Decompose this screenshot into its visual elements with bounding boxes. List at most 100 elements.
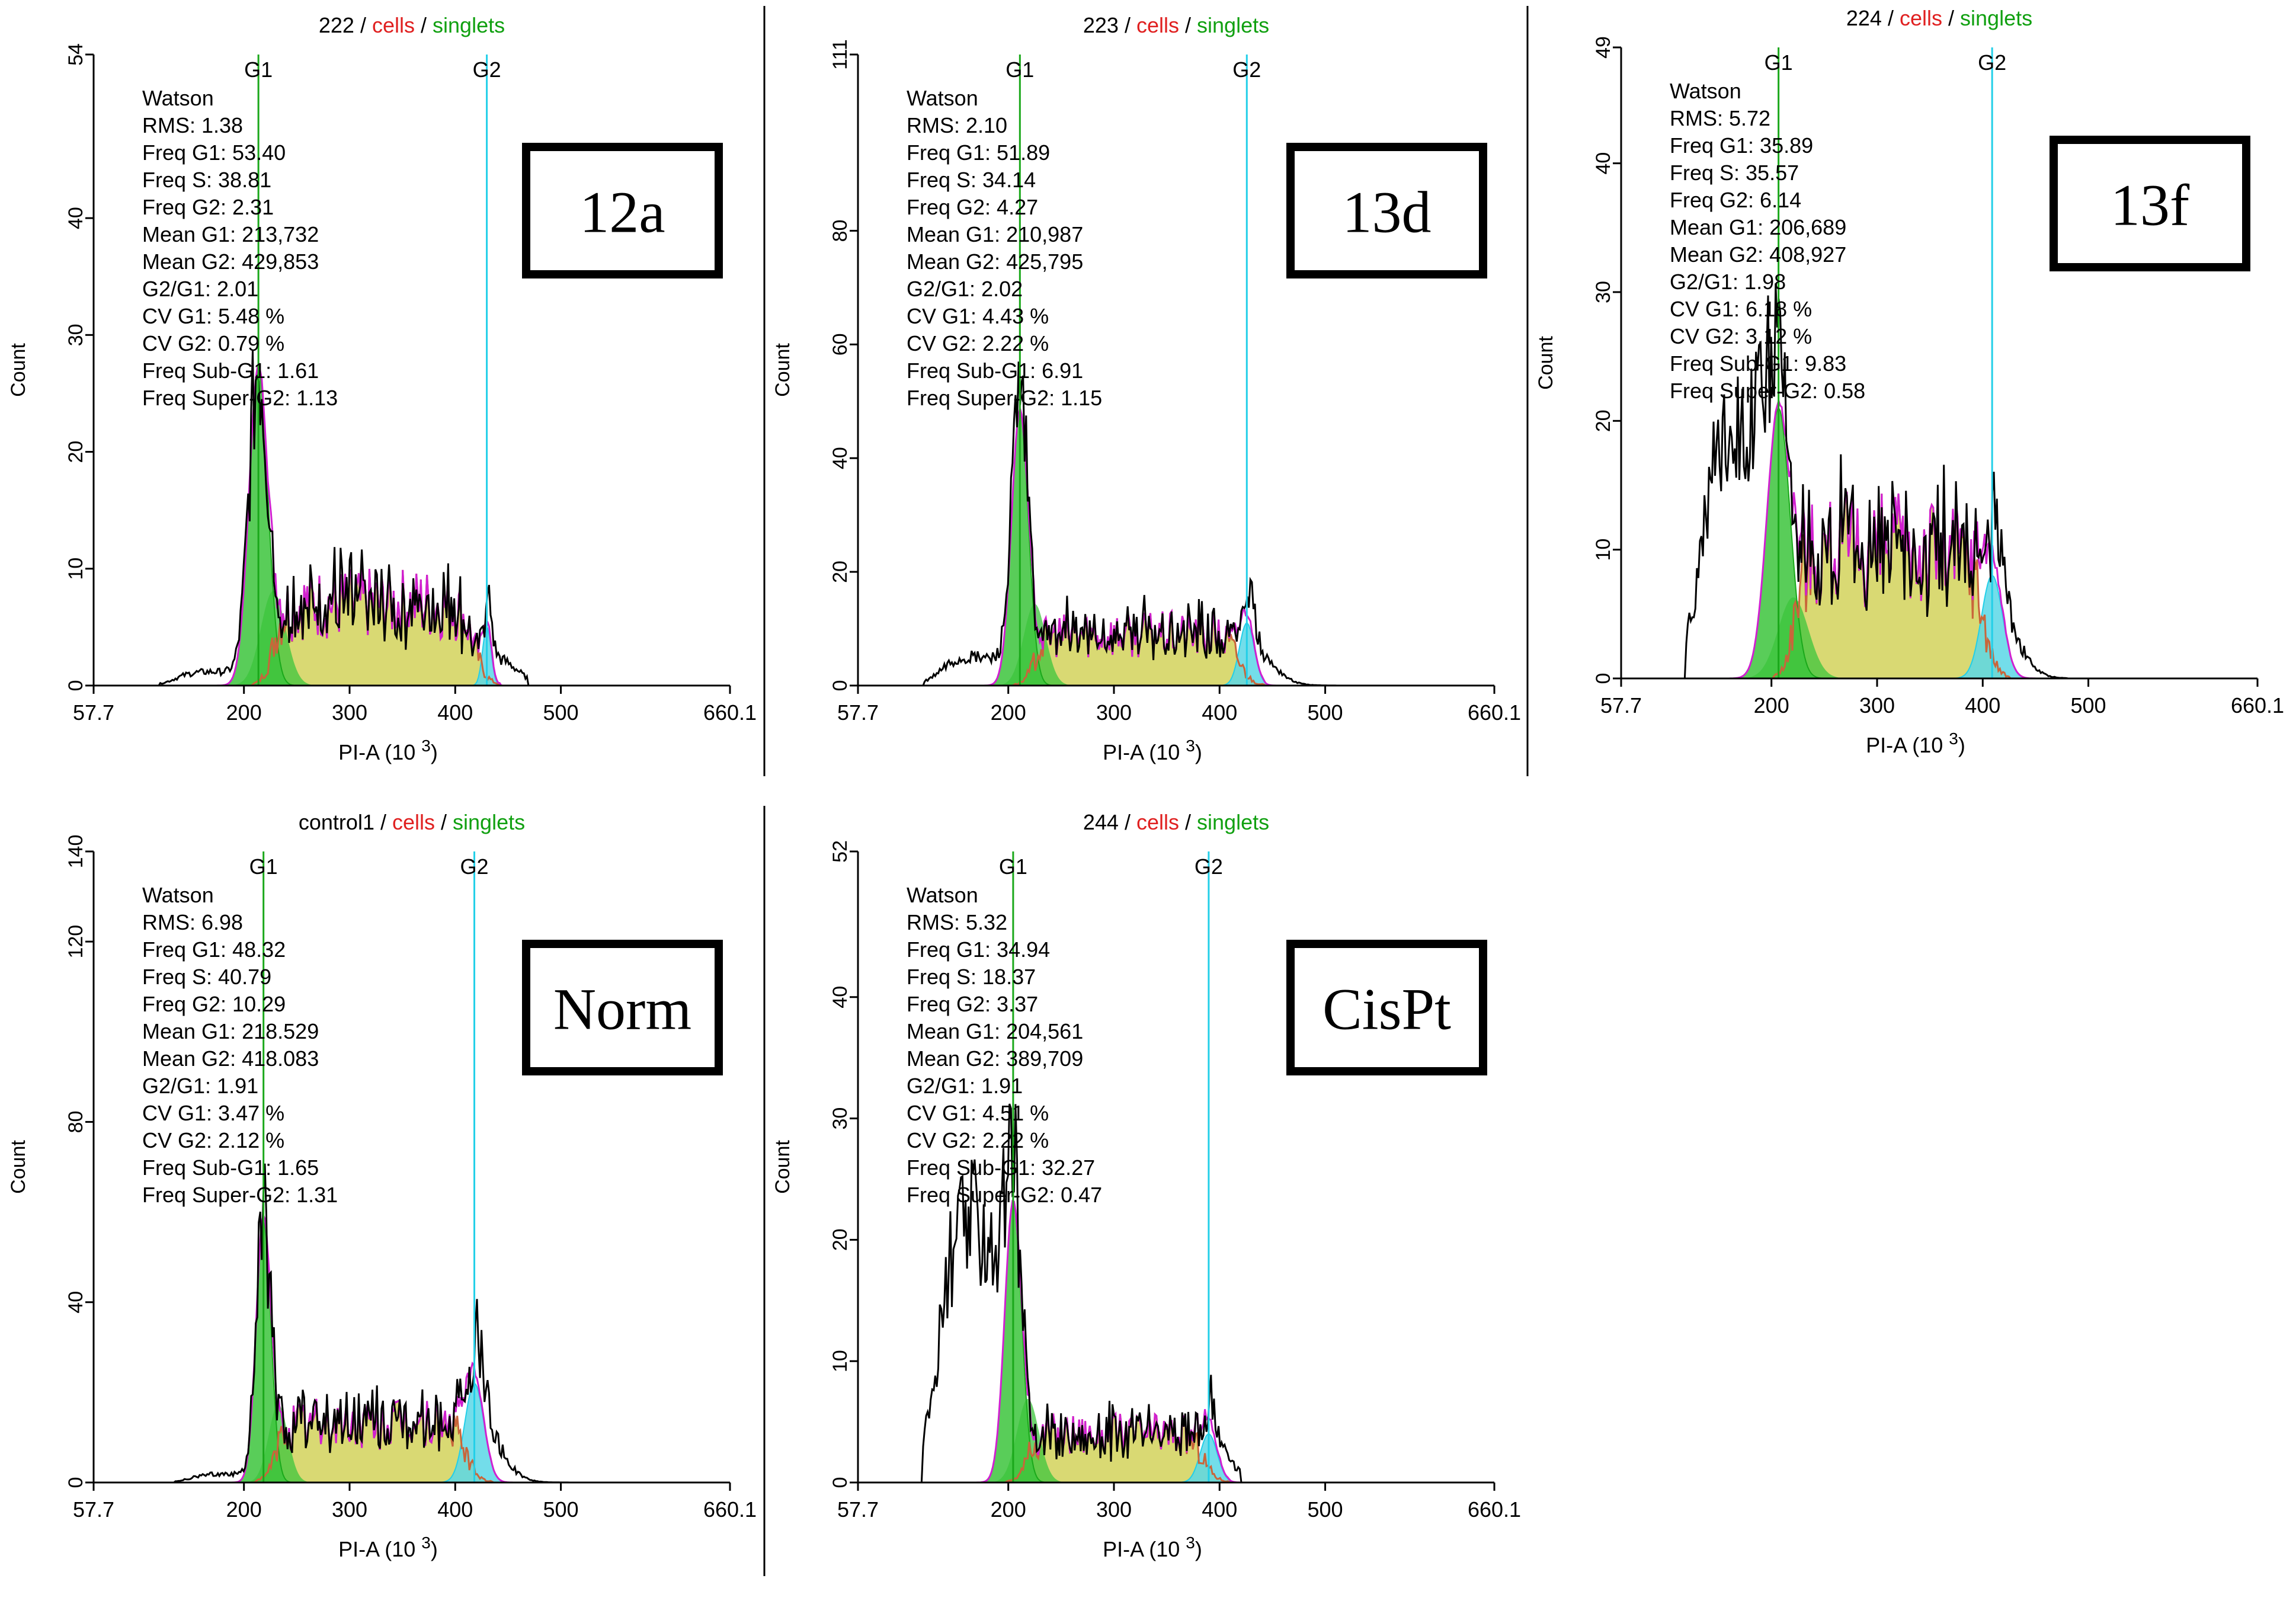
stat-line: Freq G2: 6.14 [1670, 188, 1801, 212]
y-tick-label: 30 [829, 1107, 851, 1130]
x-axis-label-unit: (10 [1149, 1537, 1186, 1561]
x-tick-label: 660.1 [2231, 693, 2284, 718]
title-part-0: 223 [1083, 13, 1119, 37]
x-tick-label: 57.7 [837, 700, 879, 725]
g1-label: G1 [1765, 50, 1793, 75]
x-tick-label: 200 [1754, 693, 1789, 718]
stat-line: Freq Super-G2: 1.13 [142, 386, 338, 410]
title-part-0: 224 [1846, 6, 1882, 30]
stat-line: CV G1: 5.48 % [142, 304, 284, 328]
stat-line: RMS: 6.98 [142, 910, 243, 934]
stat-line: Freq Super-G2: 1.31 [142, 1183, 338, 1207]
x-tick-label: 500 [543, 700, 579, 725]
x-axis-label-exponent: 3 [421, 1533, 431, 1552]
y-axis-label: Count [771, 343, 794, 397]
title-part-1: cells [1136, 810, 1179, 834]
panel-222: 222 / cells / singlets G1 G2 0 10 20 30 40 54 57.… [7, 13, 757, 764]
y-tick-label: 30 [65, 324, 87, 346]
y-tick-label: 40 [65, 207, 87, 229]
y-tick-label: 60 [829, 333, 851, 356]
title-separator: / [1119, 810, 1136, 834]
stat-line: Freq G1: 48.32 [142, 937, 286, 962]
title-part-2: singlets [453, 810, 525, 834]
y-tick-label: 80 [65, 1111, 87, 1133]
title-separator: / [1119, 13, 1136, 37]
x-axis-label-close: ) [1195, 740, 1202, 764]
y-tick-label: 10 [65, 558, 87, 580]
stat-line: G2/G1: 2.01 [142, 277, 258, 301]
stat-line: Mean G1: 218.529 [142, 1019, 319, 1043]
stat-line: Mean G1: 204,561 [907, 1019, 1083, 1043]
model-name: Watson [1670, 79, 1741, 103]
g2-label: G2 [460, 854, 489, 879]
title-part-2: singlets [433, 13, 505, 37]
stat-line: Freq G1: 34.94 [907, 937, 1050, 962]
y-tick-label: 20 [829, 1228, 851, 1251]
stat-line: Mean G1: 206,689 [1670, 215, 1846, 239]
sample-badge-label: 13f [2111, 172, 2190, 238]
x-axis-label: PI-A (10 3) [338, 1533, 438, 1561]
y-tick-label: 40 [829, 986, 851, 1008]
x-tick-label: 500 [2071, 693, 2106, 718]
sample-badge-box [1286, 143, 1487, 278]
stat-line: Freq G1: 51.89 [907, 140, 1050, 165]
panel-title: 222 / cells / singlets [319, 13, 505, 37]
title-separator: / [354, 13, 372, 37]
title-separator: / [1942, 6, 1960, 30]
stat-line: G2/G1: 1.91 [907, 1074, 1023, 1098]
y-tick-label: 20 [1592, 409, 1615, 432]
panel-title: 224 / cells / singlets [1846, 6, 2032, 30]
model-name: Watson [907, 86, 978, 110]
stat-line: Freq G2: 10.29 [142, 992, 286, 1016]
x-axis-label: PI-A (10 3) [1103, 1533, 1202, 1561]
y-axis-label: Count [771, 1140, 794, 1194]
stat-line: Freq Sub-G1: 1.61 [142, 358, 319, 383]
panel-title: 223 / cells / singlets [1083, 13, 1269, 37]
y-axis-label: Count [7, 1140, 30, 1194]
y-tick-label: 20 [829, 561, 851, 583]
x-tick-label: 300 [1096, 1497, 1132, 1522]
stat-line: Freq G1: 35.89 [1670, 133, 1813, 158]
y-tick-label: 120 [65, 925, 87, 959]
x-axis-label: PI-A (10 3) [338, 737, 438, 764]
stat-line: RMS: 5.32 [907, 910, 1007, 934]
stat-line: CV G2: 0.79 % [142, 331, 284, 356]
x-tick-label: 400 [437, 1497, 473, 1522]
x-axis-label-exponent: 3 [1186, 1533, 1195, 1552]
x-tick-label: 400 [1965, 693, 2000, 718]
stat-line: Freq Sub-G1: 6.91 [907, 358, 1083, 383]
x-tick-label: 300 [332, 700, 367, 725]
panel-title: 244 / cells / singlets [1083, 810, 1269, 834]
x-tick-label: 400 [1202, 700, 1237, 725]
g1-label: G1 [249, 854, 278, 879]
panel-title: control1 / cells / singlets [299, 810, 525, 834]
stat-line: CV G1: 6.18 % [1670, 297, 1812, 321]
x-axis-label: PI-A (10 3) [1103, 737, 1202, 764]
sample-badge-box [522, 143, 723, 278]
stat-line: RMS: 2.10 [907, 113, 1007, 137]
x-axis-label-exponent: 3 [1186, 737, 1195, 755]
title-separator: / [1179, 13, 1197, 37]
x-tick-label: 400 [1202, 1497, 1237, 1522]
y-tick-label: 40 [65, 1291, 87, 1314]
x-tick-label: 300 [1859, 693, 1895, 718]
stat-line: Mean G2: 408,927 [1670, 242, 1846, 267]
y-tick-label: 0 [829, 680, 851, 691]
stat-line: Freq Sub-G1: 32.27 [907, 1155, 1095, 1180]
panel-224: 224 / cells / singlets G1 G2 0 10 20 30 40 49 57.… [1535, 6, 2284, 757]
y-tick-label: 0 [65, 1477, 87, 1488]
stat-line: Mean G1: 213,732 [142, 222, 319, 246]
stat-line: Freq Super-G2: 0.47 [907, 1183, 1102, 1207]
y-tick-label: 52 [829, 840, 851, 863]
stat-line: G2/G1: 1.98 [1670, 270, 1786, 294]
x-tick-label: 500 [543, 1497, 579, 1522]
y-tick-label: 111 [829, 39, 851, 70]
g1-label: G1 [244, 57, 273, 82]
x-tick-label: 57.7 [73, 700, 114, 725]
g2-label: G2 [1978, 50, 2006, 75]
model-name: Watson [142, 86, 214, 110]
panel-244: 244 / cells / singlets G1 G2 0 10 20 30 40 52 57.… [771, 810, 1521, 1561]
stat-line: Freq Sub-G1: 9.83 [1670, 351, 1846, 376]
stat-line: CV G2: 2.22 % [907, 331, 1049, 356]
x-tick-label: 660.1 [1468, 700, 1521, 725]
